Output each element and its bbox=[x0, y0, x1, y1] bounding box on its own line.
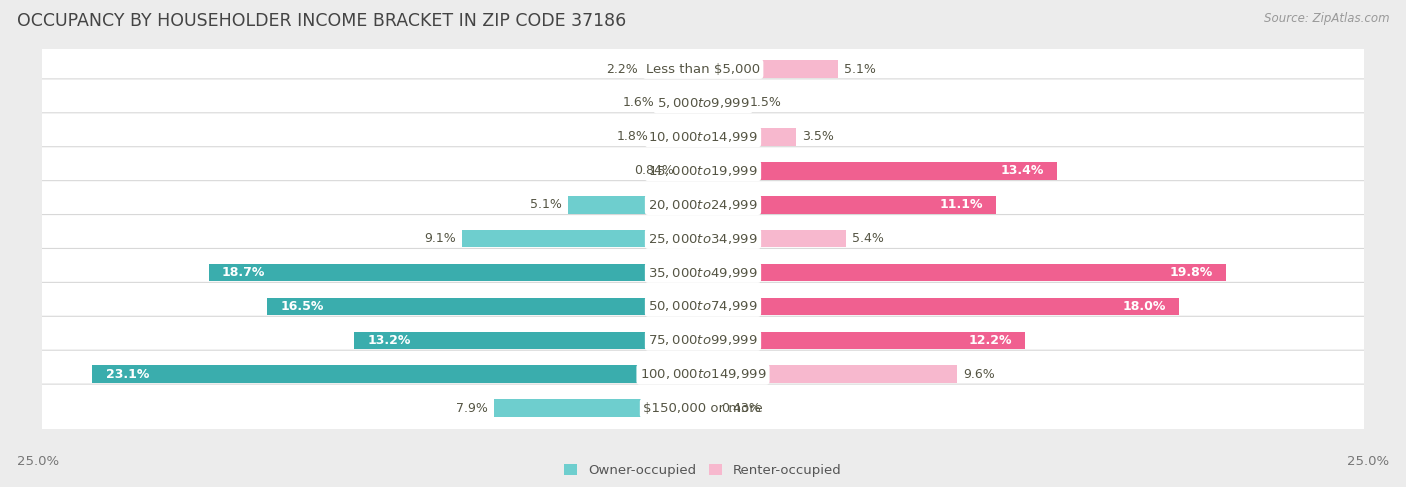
Bar bbox=[703, 332, 1025, 349]
FancyBboxPatch shape bbox=[34, 282, 1372, 331]
Legend: Owner-occupied, Renter-occupied: Owner-occupied, Renter-occupied bbox=[560, 459, 846, 483]
Text: 13.4%: 13.4% bbox=[1001, 164, 1045, 177]
Text: 3.5%: 3.5% bbox=[801, 131, 834, 143]
Text: $20,000 to $24,999: $20,000 to $24,999 bbox=[648, 198, 758, 212]
Text: 9.6%: 9.6% bbox=[963, 368, 995, 381]
Text: $25,000 to $34,999: $25,000 to $34,999 bbox=[648, 232, 758, 245]
Bar bbox=[655, 128, 703, 146]
Text: 25.0%: 25.0% bbox=[17, 454, 59, 468]
Text: $5,000 to $9,999: $5,000 to $9,999 bbox=[657, 96, 749, 110]
Text: $150,000 or more: $150,000 or more bbox=[643, 402, 763, 415]
Bar bbox=[703, 298, 1178, 315]
Text: 16.5%: 16.5% bbox=[280, 300, 323, 313]
Bar bbox=[568, 196, 703, 213]
Text: 1.6%: 1.6% bbox=[623, 96, 654, 110]
Text: 13.2%: 13.2% bbox=[367, 334, 411, 347]
Bar bbox=[208, 264, 703, 281]
Bar bbox=[703, 94, 742, 112]
FancyBboxPatch shape bbox=[34, 384, 1372, 432]
Bar bbox=[494, 399, 703, 417]
Text: 0.43%: 0.43% bbox=[721, 402, 761, 415]
FancyBboxPatch shape bbox=[34, 113, 1372, 161]
Text: OCCUPANCY BY HOUSEHOLDER INCOME BRACKET IN ZIP CODE 37186: OCCUPANCY BY HOUSEHOLDER INCOME BRACKET … bbox=[17, 12, 626, 30]
Text: Less than $5,000: Less than $5,000 bbox=[645, 62, 761, 75]
Bar bbox=[354, 332, 703, 349]
FancyBboxPatch shape bbox=[34, 350, 1372, 398]
Text: 25.0%: 25.0% bbox=[1347, 454, 1389, 468]
FancyBboxPatch shape bbox=[34, 45, 1372, 93]
Text: 11.1%: 11.1% bbox=[939, 198, 983, 211]
Bar bbox=[703, 264, 1226, 281]
Bar bbox=[645, 60, 703, 78]
FancyBboxPatch shape bbox=[34, 147, 1372, 195]
Text: 2.2%: 2.2% bbox=[606, 62, 638, 75]
Text: 9.1%: 9.1% bbox=[425, 232, 456, 245]
Text: $35,000 to $49,999: $35,000 to $49,999 bbox=[648, 265, 758, 280]
Bar bbox=[703, 196, 997, 213]
Bar bbox=[703, 399, 714, 417]
Text: $75,000 to $99,999: $75,000 to $99,999 bbox=[648, 334, 758, 347]
Text: 7.9%: 7.9% bbox=[456, 402, 488, 415]
Text: 18.0%: 18.0% bbox=[1122, 300, 1166, 313]
Text: 23.1%: 23.1% bbox=[105, 368, 149, 381]
Text: 18.7%: 18.7% bbox=[222, 266, 266, 279]
Text: 1.5%: 1.5% bbox=[749, 96, 782, 110]
Text: Source: ZipAtlas.com: Source: ZipAtlas.com bbox=[1264, 12, 1389, 25]
FancyBboxPatch shape bbox=[34, 181, 1372, 229]
Text: $15,000 to $19,999: $15,000 to $19,999 bbox=[648, 164, 758, 178]
Text: 5.4%: 5.4% bbox=[852, 232, 884, 245]
Bar bbox=[703, 128, 796, 146]
FancyBboxPatch shape bbox=[34, 215, 1372, 262]
Bar bbox=[703, 230, 846, 247]
Text: 5.1%: 5.1% bbox=[845, 62, 876, 75]
Text: 19.8%: 19.8% bbox=[1170, 266, 1213, 279]
Bar bbox=[661, 94, 703, 112]
FancyBboxPatch shape bbox=[34, 248, 1372, 297]
Text: 0.84%: 0.84% bbox=[634, 164, 675, 177]
Text: $10,000 to $14,999: $10,000 to $14,999 bbox=[648, 130, 758, 144]
Text: 12.2%: 12.2% bbox=[969, 334, 1012, 347]
Text: 5.1%: 5.1% bbox=[530, 198, 561, 211]
FancyBboxPatch shape bbox=[34, 316, 1372, 364]
Bar bbox=[267, 298, 703, 315]
Text: $100,000 to $149,999: $100,000 to $149,999 bbox=[640, 367, 766, 381]
Text: 1.8%: 1.8% bbox=[617, 131, 648, 143]
FancyBboxPatch shape bbox=[34, 79, 1372, 127]
Bar bbox=[703, 365, 956, 383]
Text: $50,000 to $74,999: $50,000 to $74,999 bbox=[648, 300, 758, 314]
Bar bbox=[703, 162, 1057, 180]
Bar bbox=[463, 230, 703, 247]
Bar bbox=[703, 60, 838, 78]
Bar bbox=[681, 162, 703, 180]
Bar bbox=[93, 365, 703, 383]
